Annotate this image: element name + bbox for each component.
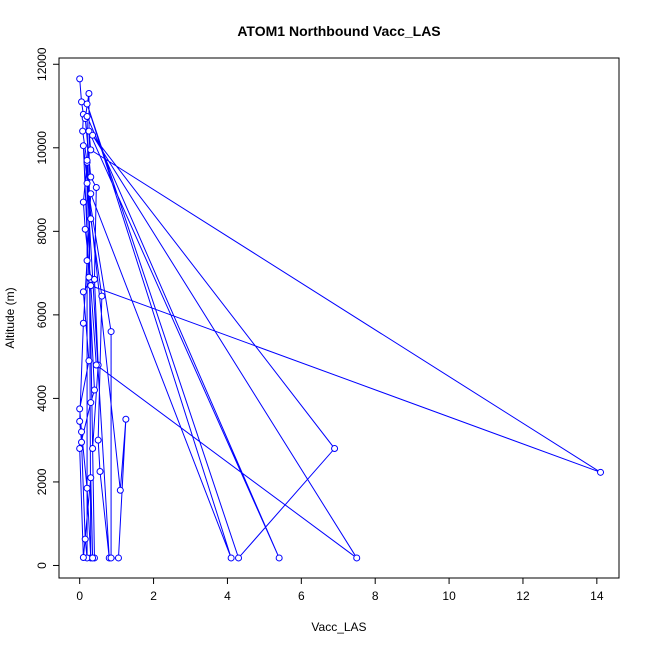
data-point	[79, 127, 87, 135]
x-axis-label: Vacc_LAS	[311, 620, 366, 634]
data-point	[87, 215, 95, 223]
data-point	[76, 75, 84, 83]
data-point	[81, 535, 89, 543]
data-point	[87, 146, 95, 154]
data-point	[85, 273, 93, 281]
data-point	[87, 190, 95, 198]
data-point	[83, 156, 91, 164]
y-axis-label: Altitude (m)	[3, 287, 17, 348]
data-point	[353, 554, 361, 562]
data-point	[79, 319, 87, 327]
data-point	[89, 131, 97, 139]
y-tick-label: 12000	[35, 47, 49, 81]
data-point	[227, 554, 235, 562]
data-point	[79, 198, 87, 206]
data-point	[76, 417, 84, 425]
x-tick-label: 14	[590, 589, 604, 603]
data-point	[79, 288, 87, 296]
y-tick-label: 0	[35, 562, 49, 569]
data-point	[78, 438, 86, 446]
data-point	[76, 405, 84, 413]
chart-title: ATOM1 Northbound Vacc_LAS	[237, 23, 440, 39]
data-point	[597, 468, 605, 476]
data-point	[89, 445, 97, 453]
y-tick-label: 2000	[35, 468, 49, 495]
data-point	[83, 179, 91, 187]
data-point	[87, 474, 95, 482]
data-point	[275, 554, 283, 562]
data-point	[92, 361, 100, 369]
data-point	[94, 436, 102, 444]
data-point	[87, 399, 95, 407]
y-tick-label: 10000	[35, 131, 49, 165]
data-point	[76, 445, 84, 453]
x-tick-label: 2	[150, 589, 157, 603]
data-point	[83, 484, 91, 492]
data-point	[87, 282, 95, 290]
data-point	[89, 554, 97, 562]
x-tick-label: 6	[298, 589, 305, 603]
data-point	[116, 486, 124, 494]
data-point	[87, 173, 95, 181]
data-point	[83, 257, 91, 265]
data-point	[78, 428, 86, 436]
data-point	[122, 415, 130, 423]
series-line	[79, 78, 601, 559]
data-point	[114, 554, 122, 562]
x-tick-label: 8	[372, 589, 379, 603]
data-point	[96, 467, 104, 475]
data-point	[107, 328, 115, 336]
y-tick-label: 4000	[35, 385, 49, 412]
plot-frame	[58, 57, 620, 579]
data-point	[83, 112, 91, 120]
x-tick-label: 10	[442, 589, 456, 603]
data-point	[83, 100, 91, 108]
data-point	[81, 225, 89, 233]
data-point	[90, 386, 98, 394]
y-tick-label: 8000	[35, 218, 49, 245]
data-point	[107, 554, 115, 562]
data-point	[331, 445, 339, 453]
data-point	[85, 90, 93, 98]
data-point	[235, 554, 243, 562]
x-tick-label: 0	[76, 589, 83, 603]
data-point	[85, 357, 93, 365]
data-point	[92, 183, 100, 191]
data-point	[98, 292, 106, 300]
y-tick-label: 6000	[35, 301, 49, 328]
x-tick-label: 12	[516, 589, 530, 603]
x-tick-label: 4	[224, 589, 231, 603]
data-point	[79, 554, 87, 562]
data-point	[79, 142, 87, 150]
